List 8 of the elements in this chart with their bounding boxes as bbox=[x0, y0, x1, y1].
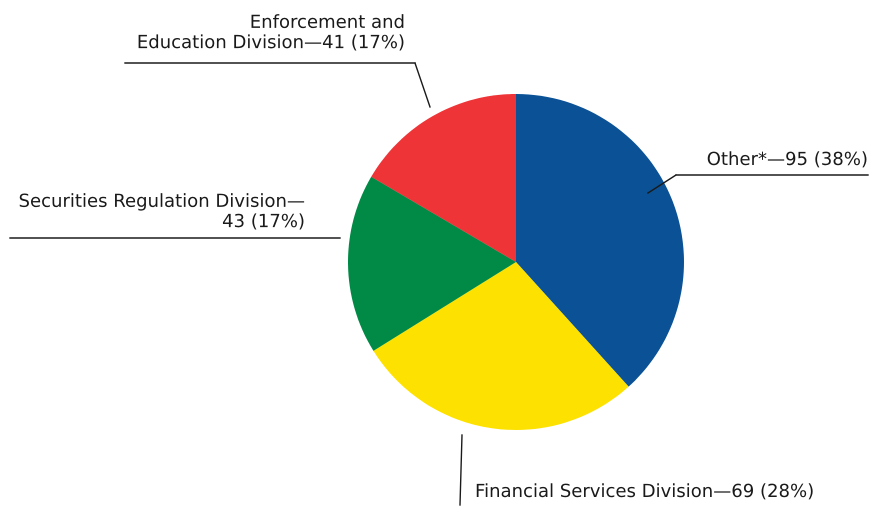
slice-label: Financial Services Division—69 (28%) bbox=[476, 483, 813, 500]
pie-slice bbox=[373, 262, 629, 430]
pie-slice bbox=[371, 94, 516, 262]
slice-label: Enforcement and Education Division—41 (17%) bbox=[138, 14, 404, 50]
pie-slice bbox=[348, 176, 516, 351]
slice-label: Other*—95 (38%) bbox=[708, 151, 866, 168]
slice-label: Securities Regulation Division— 43 (17%) bbox=[20, 193, 304, 230]
pie-slice bbox=[516, 94, 684, 387]
